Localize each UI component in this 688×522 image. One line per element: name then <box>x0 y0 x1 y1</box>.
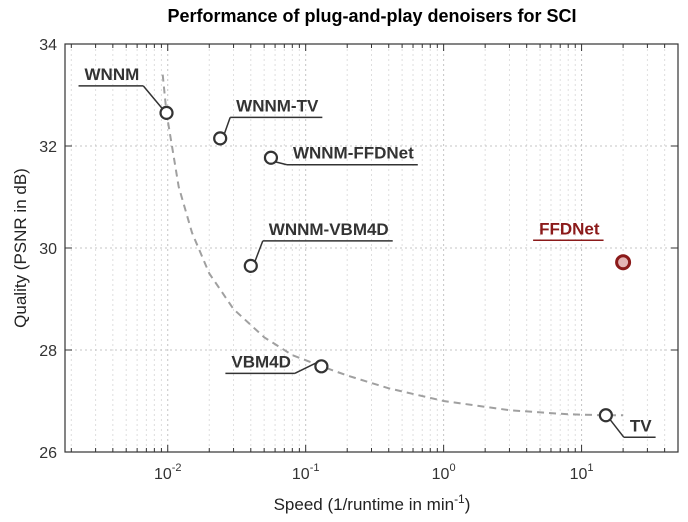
point-label: WNNM-VBM4D <box>269 220 389 239</box>
label-leader <box>274 161 288 166</box>
y-tick-label: 28 <box>39 343 57 360</box>
x-tick-label: 101 <box>570 462 594 483</box>
point-label: WNNM <box>85 65 140 84</box>
grid <box>65 43 679 453</box>
data-point <box>598 408 613 423</box>
y-tick-label: 30 <box>39 241 57 258</box>
y-axis-label: Quality (PSNR in dB) <box>11 168 30 328</box>
point-label: WNNM-FFDNet <box>293 144 414 163</box>
label-leader <box>294 361 318 374</box>
point-label: TV <box>630 416 652 435</box>
x-tick-label: 100 <box>432 462 456 483</box>
data-points: WNNM WNNM-TV WNNM-FFDNet WNNM-VBM4D FFDNet VB… <box>78 65 656 439</box>
y-axis-ticks: 26 28 30 32 34 <box>39 37 678 462</box>
data-point <box>243 258 258 273</box>
x-axis-label: Speed (1/runtime in min-1) <box>274 492 471 514</box>
point-label: VBM4D <box>231 352 291 371</box>
x-tick-label: 10-1 <box>292 462 320 483</box>
label-leader <box>609 418 625 438</box>
x-tick-label: 10-2 <box>154 462 182 483</box>
y-tick-label: 34 <box>39 37 57 54</box>
trend-curve <box>161 74 624 417</box>
data-point <box>159 105 174 120</box>
data-point <box>263 150 279 165</box>
label-leader <box>223 117 231 135</box>
label-leader <box>142 85 164 110</box>
y-tick-label: 32 <box>39 139 57 156</box>
point-label: WNNM-TV <box>236 96 319 115</box>
data-point <box>213 131 228 146</box>
chart-title: Performance of plug-and-play denoisers f… <box>167 6 576 26</box>
label-leader <box>254 240 264 263</box>
data-point <box>615 254 632 271</box>
x-axis-ticks: 10-2 10-1 100 101 <box>70 44 679 483</box>
data-point <box>314 359 329 374</box>
point-label: FFDNet <box>539 219 600 238</box>
y-tick-label: 26 <box>39 445 57 462</box>
